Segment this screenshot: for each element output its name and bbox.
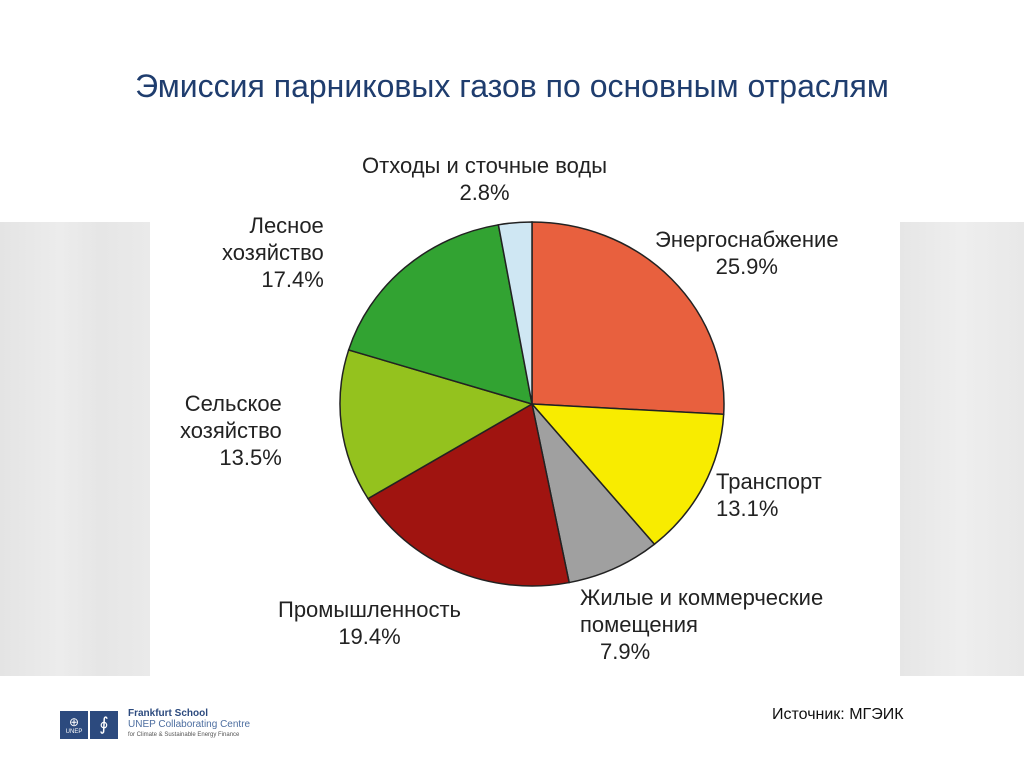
pie-slice-5	[347, 223, 533, 406]
label-energy: Энергоснабжение 25.9%	[655, 226, 839, 280]
data-label: 2.8%	[459, 180, 510, 205]
data-label: 13.5%	[219, 445, 282, 470]
pie-slice-2	[530, 401, 656, 584]
label-text: хозяйство	[180, 418, 282, 443]
pie-slice-0	[531, 221, 725, 416]
chart-title: Эмиссия парниковых газов по основным отр…	[135, 68, 889, 104]
label-transport: Транспорт 13.1%	[716, 468, 822, 522]
logo-line2: UNEP Collaborating Centre	[128, 719, 251, 730]
source-note: Источник: МГЭИК	[772, 706, 904, 723]
label-text: помещения	[580, 612, 698, 637]
label-agriculture: Сельское хозяйство 13.5%	[180, 390, 282, 471]
label-text: Отходы и сточные воды	[362, 153, 608, 178]
pie-slice-1	[530, 403, 725, 546]
fs-logo-icon: ∮	[90, 710, 118, 739]
data-label: 7.9%	[600, 639, 651, 664]
label-text: хозяйство	[222, 240, 324, 265]
label-forestry: Лесное хозяйство 17.4%	[222, 212, 324, 293]
label-text: Транспорт	[716, 469, 822, 494]
label-text: Сельское	[184, 391, 282, 416]
data-label: 13.1%	[716, 496, 779, 521]
data-label: 25.9%	[715, 254, 778, 279]
frankfurt-school-logo: ⊕ UNEP ∮ Frankfurt School UNEP Collaborat…	[60, 708, 250, 741]
unep-logo-icon: ⊕ UNEP	[60, 710, 88, 739]
label-text: Жилые и коммерческие	[580, 585, 824, 610]
pie-slice-4	[339, 349, 534, 500]
label-text: Лесное	[249, 213, 324, 238]
data-label: 17.4%	[261, 267, 324, 292]
data-label: 19.4%	[338, 624, 401, 649]
pie-slice-6	[497, 221, 533, 405]
pie-slice-3	[366, 402, 571, 587]
label-text: Энергоснабжение	[655, 227, 839, 252]
label-waste: Отходы и сточные воды 2.8%	[362, 152, 607, 206]
logo-line3: for Climate & Sustainable Energy Finance	[128, 732, 240, 738]
unep-text: UNEP	[65, 728, 83, 735]
label-text: Промышленность	[278, 597, 462, 622]
logo-line1: Frankfurt School	[128, 708, 209, 719]
label-industry: Промышленность 19.4%	[278, 596, 461, 650]
label-residential: Жилые и коммерческие помещения 7.9%	[580, 584, 823, 665]
